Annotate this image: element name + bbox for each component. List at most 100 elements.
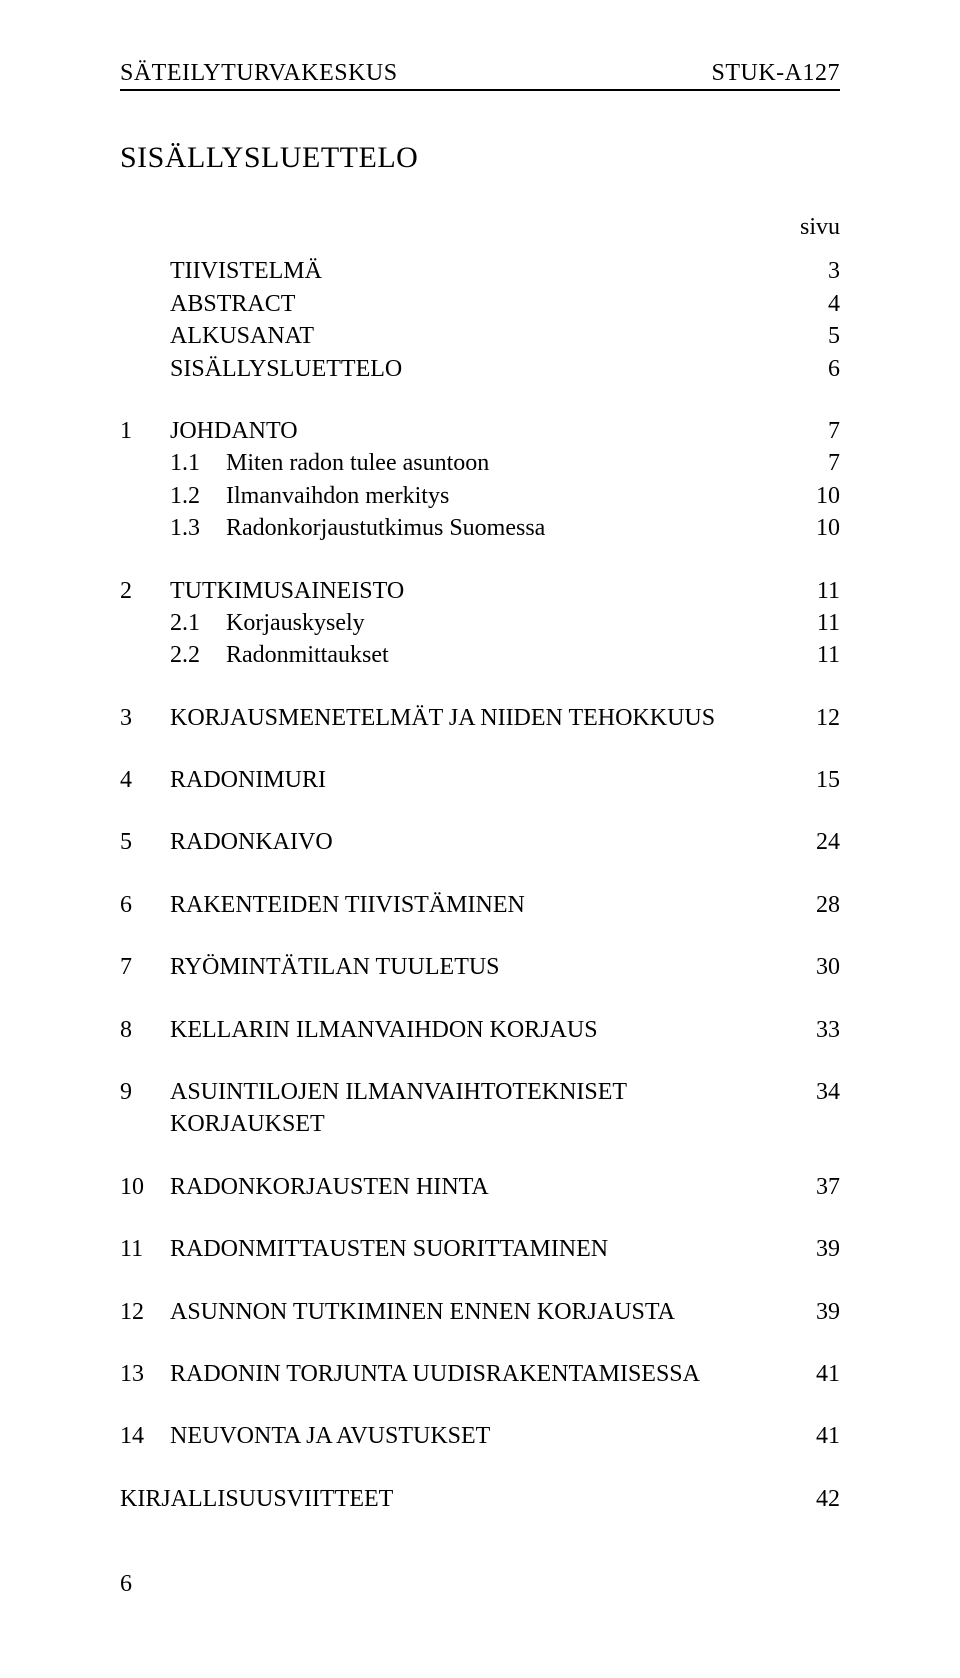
toc-page: 37 bbox=[780, 1171, 840, 1203]
toc-page: 11 bbox=[780, 639, 840, 671]
toc-page: 11 bbox=[780, 607, 840, 639]
toc-label: RADONKAIVO bbox=[170, 826, 780, 858]
toc-num: 3 bbox=[120, 702, 170, 734]
toc-front-item: SISÄLLYSLUETTELO 6 bbox=[120, 353, 840, 385]
toc-page: 41 bbox=[780, 1420, 840, 1452]
toc-page: 3 bbox=[780, 255, 840, 287]
toc-label: RAKENTEIDEN TIIVISTÄMINEN bbox=[170, 889, 780, 921]
toc-sub-text: Radonkorjaustutkimus Suomessa bbox=[226, 515, 545, 541]
toc-section: 5 RADONKAIVO 24 bbox=[120, 826, 840, 858]
toc-page: 4 bbox=[780, 288, 840, 320]
toc-section: 9 ASUINTILOJEN ILMANVAIHTOTEKNISET KORJA… bbox=[120, 1076, 840, 1141]
toc-label: ASUNNON TUTKIMINEN ENNEN KORJAUSTA bbox=[170, 1296, 780, 1328]
toc-sub-label: 1.2Ilmanvaihdon merkitys bbox=[170, 480, 780, 512]
toc-page: 42 bbox=[780, 1483, 840, 1515]
toc-page: 39 bbox=[780, 1296, 840, 1328]
toc-sub-num: 1.3 bbox=[170, 512, 226, 544]
toc-section: 4 RADONIMURI 15 bbox=[120, 764, 840, 796]
toc-label: RADONKORJAUSTEN HINTA bbox=[170, 1171, 780, 1203]
toc-num: 13 bbox=[120, 1358, 170, 1390]
toc-sub-label: 2.2Radonmittaukset bbox=[170, 639, 780, 671]
footer-page-number: 6 bbox=[120, 1571, 840, 1598]
toc-section: 11 RADONMITTAUSTEN SUORITTAMINEN 39 bbox=[120, 1233, 840, 1265]
toc-subsection: 1.1Miten radon tulee asuntoon 7 bbox=[120, 447, 840, 479]
toc-label: TIIVISTELMÄ bbox=[170, 255, 780, 287]
toc-page: 5 bbox=[780, 320, 840, 352]
toc-page: 10 bbox=[780, 480, 840, 512]
page-label-row: sivu bbox=[120, 211, 840, 243]
page-title: SISÄLLYSLUETTELO bbox=[120, 141, 840, 175]
toc-section: 12 ASUNNON TUTKIMINEN ENNEN KORJAUSTA 39 bbox=[120, 1296, 840, 1328]
toc-sub-label: 2.1Korjauskysely bbox=[170, 607, 780, 639]
toc-label: SISÄLLYSLUETTELO bbox=[170, 353, 780, 385]
toc-num: 5 bbox=[120, 826, 170, 858]
toc-label: KELLARIN ILMANVAIHDON KORJAUS bbox=[170, 1014, 780, 1046]
toc-section: 1 JOHDANTO 7 bbox=[120, 415, 840, 447]
toc-section: 7 RYÖMINTÄTILAN TUULETUS 30 bbox=[120, 951, 840, 983]
toc-subsection: 1.3Radonkorjaustutkimus Suomessa 10 bbox=[120, 512, 840, 544]
toc-label: ALKUSANAT bbox=[170, 320, 780, 352]
toc-num: 12 bbox=[120, 1296, 170, 1328]
header-left: SÄTEILYTURVAKESKUS bbox=[120, 60, 398, 87]
toc-label: TUTKIMUSAINEISTO bbox=[170, 575, 780, 607]
toc-num: 1 bbox=[120, 415, 170, 447]
toc-section: 6 RAKENTEIDEN TIIVISTÄMINEN 28 bbox=[120, 889, 840, 921]
toc-page: 24 bbox=[780, 826, 840, 858]
toc-label: KORJAUSMENETELMÄT JA NIIDEN TEHOKKUUS bbox=[170, 702, 780, 734]
toc-num: 9 bbox=[120, 1076, 170, 1108]
toc-sub-text: Korjauskysely bbox=[226, 610, 365, 636]
toc-num: 7 bbox=[120, 951, 170, 983]
toc-page: 39 bbox=[780, 1233, 840, 1265]
toc-page: 30 bbox=[780, 951, 840, 983]
toc-num: 10 bbox=[120, 1171, 170, 1203]
running-header: SÄTEILYTURVAKESKUS STUK-A127 bbox=[120, 60, 840, 91]
toc-sub-text: Miten radon tulee asuntoon bbox=[226, 450, 489, 476]
toc-sub-label: 1.1Miten radon tulee asuntoon bbox=[170, 447, 780, 479]
toc-front-item: ABSTRACT 4 bbox=[120, 288, 840, 320]
toc-section: 10 RADONKORJAUSTEN HINTA 37 bbox=[120, 1171, 840, 1203]
toc-sub-num: 2.1 bbox=[170, 607, 226, 639]
toc-sub-label: 1.3Radonkorjaustutkimus Suomessa bbox=[170, 512, 780, 544]
toc-label: ABSTRACT bbox=[170, 288, 780, 320]
toc-label: RYÖMINTÄTILAN TUULETUS bbox=[170, 951, 780, 983]
toc-page: 6 bbox=[780, 353, 840, 385]
toc-page: 12 bbox=[780, 702, 840, 734]
toc-page: 7 bbox=[780, 415, 840, 447]
toc-label: ASUINTILOJEN ILMANVAIHTOTEKNISET KORJAUK… bbox=[170, 1076, 780, 1141]
toc-page: 41 bbox=[780, 1358, 840, 1390]
toc-page: 33 bbox=[780, 1014, 840, 1046]
toc-label: RADONMITTAUSTEN SUORITTAMINEN bbox=[170, 1233, 780, 1265]
toc-page: 10 bbox=[780, 512, 840, 544]
toc-num: 2 bbox=[120, 575, 170, 607]
toc-page: 28 bbox=[780, 889, 840, 921]
toc-section: 2 TUTKIMUSAINEISTO 11 bbox=[120, 575, 840, 607]
toc-section: 13 RADONIN TORJUNTA UUDISRAKENTAMISESSA … bbox=[120, 1358, 840, 1390]
toc-num: 8 bbox=[120, 1014, 170, 1046]
toc-front-item: ALKUSANAT 5 bbox=[120, 320, 840, 352]
toc-subsection: 2.2Radonmittaukset 11 bbox=[120, 639, 840, 671]
toc-section: 3 KORJAUSMENETELMÄT JA NIIDEN TEHOKKUUS … bbox=[120, 702, 840, 734]
toc-num: 6 bbox=[120, 889, 170, 921]
toc-sub-text: Ilmanvaihdon merkitys bbox=[226, 483, 449, 509]
toc-num: 11 bbox=[120, 1233, 170, 1265]
toc-sub-num: 1.1 bbox=[170, 447, 226, 479]
toc-front-item: TIIVISTELMÄ 3 bbox=[120, 255, 840, 287]
toc-section: 14 NEUVONTA JA AVUSTUKSET 41 bbox=[120, 1420, 840, 1452]
toc-label: NEUVONTA JA AVUSTUKSET bbox=[170, 1420, 780, 1452]
toc-page: 15 bbox=[780, 764, 840, 796]
toc-num: 14 bbox=[120, 1420, 170, 1452]
toc-subsection: 2.1Korjauskysely 11 bbox=[120, 607, 840, 639]
toc-sub-num: 1.2 bbox=[170, 480, 226, 512]
toc-label: RADONIMURI bbox=[170, 764, 780, 796]
toc-label: JOHDANTO bbox=[170, 415, 780, 447]
toc-num: 4 bbox=[120, 764, 170, 796]
toc-page: 11 bbox=[780, 575, 840, 607]
toc-sub-text: Radonmittaukset bbox=[226, 642, 389, 668]
toc-label: RADONIN TORJUNTA UUDISRAKENTAMISESSA bbox=[170, 1358, 780, 1390]
table-of-contents: sivu TIIVISTELMÄ 3 ABSTRACT 4 ALKUSANAT … bbox=[120, 211, 840, 1515]
toc-label: KIRJALLISUUSVIITTEET bbox=[120, 1483, 780, 1515]
page-column-label: sivu bbox=[780, 211, 840, 243]
toc-subsection: 1.2Ilmanvaihdon merkitys 10 bbox=[120, 480, 840, 512]
toc-sub-num: 2.2 bbox=[170, 639, 226, 671]
toc-page: 7 bbox=[780, 447, 840, 479]
